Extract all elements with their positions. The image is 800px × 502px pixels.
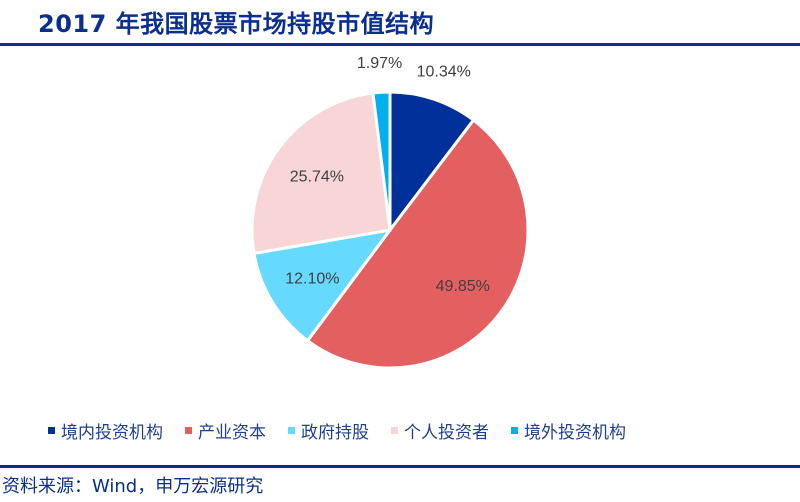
footer-divider <box>0 465 800 468</box>
legend-swatch <box>48 427 55 434</box>
legend-label: 境内投资机构 <box>61 423 163 443</box>
legend-label: 政府持股 <box>301 423 369 443</box>
data-label-1: 49.85% <box>436 278 490 295</box>
pie-slice-3 <box>250 91 392 256</box>
legend-item-2: 政府持股 <box>288 418 369 443</box>
source-note: 资料来源：Wind，申万宏源研究 <box>2 476 264 497</box>
legend-item-3: 个人投资者 <box>391 418 489 443</box>
legend-swatch <box>185 427 192 434</box>
data-label-0: 10.34% <box>417 63 471 80</box>
legend-item-0: 境内投资机构 <box>48 418 163 443</box>
legend-swatch <box>288 427 295 434</box>
legend-item-4: 境外投资机构 <box>511 418 626 443</box>
legend-swatch <box>391 427 398 434</box>
legend-item-1: 产业资本 <box>185 418 266 443</box>
legend-label: 境外投资机构 <box>524 423 626 443</box>
data-label-2: 12.10% <box>285 271 339 288</box>
legend-swatch <box>511 427 518 434</box>
legend-label: 产业资本 <box>198 423 266 443</box>
page-title: 2017 年我国股票市场持股市值结构 <box>38 10 435 38</box>
pie-slice-0 <box>388 90 476 235</box>
pie-slice-1 <box>305 118 530 370</box>
legend: 境内投资机构 产业资本 政府持股 个人投资者 境外投资机构 <box>48 418 648 443</box>
pie-slice-4 <box>371 90 392 231</box>
legend-label: 个人投资者 <box>404 423 489 443</box>
title-divider <box>0 43 800 46</box>
pie-slice-2 <box>252 227 394 343</box>
data-label-4: 1.97% <box>357 55 402 72</box>
data-label-3: 25.74% <box>290 169 344 186</box>
pie-chart: 10.34% 49.85% 12.10% 25.74% 1.97% <box>250 55 530 370</box>
